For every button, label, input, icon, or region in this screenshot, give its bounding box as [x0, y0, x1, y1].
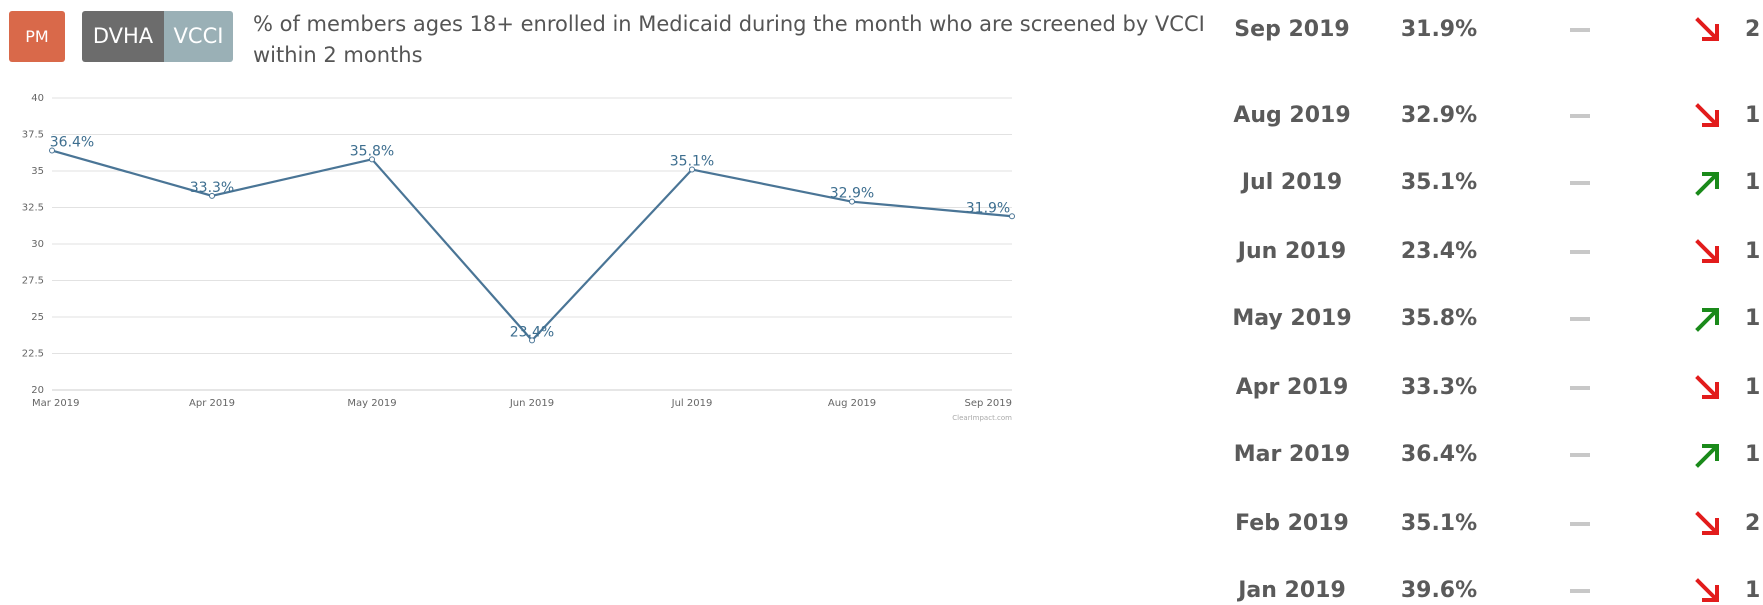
count: 2 — [1745, 511, 1760, 536]
period: Feb 2019 — [1235, 511, 1349, 536]
x-tick-label: May 2019 — [347, 398, 396, 409]
count: 1 — [1745, 578, 1760, 603]
dash — [1570, 453, 1590, 457]
x-tick-label: Jun 2019 — [509, 398, 554, 409]
x-tick-label: Apr 2019 — [189, 398, 235, 409]
x-tick-label: Jul 2019 — [671, 398, 713, 409]
point — [49, 147, 55, 154]
value: 35.1% — [1401, 511, 1477, 536]
value: 33.3% — [1401, 375, 1477, 400]
x-tick-label: Sep 2019 — [965, 398, 1012, 409]
trend-arrow — [1695, 103, 1719, 127]
trend-arrow — [1695, 511, 1719, 535]
y-tick-label: 35 — [31, 166, 44, 177]
y-tick-label: 20 — [31, 385, 44, 396]
value-label: 32.9% — [830, 186, 874, 202]
point — [369, 156, 375, 163]
point — [849, 198, 855, 205]
value-label: 36.4% — [50, 135, 94, 151]
dash — [1570, 250, 1590, 254]
value: 32.9% — [1401, 103, 1477, 128]
y-tick-label: 37.5 — [22, 130, 44, 141]
period: Jun 2019 — [1236, 239, 1346, 264]
count: 1 — [1745, 375, 1760, 400]
value-label: 23.4% — [510, 324, 554, 340]
value: 35.8% — [1401, 306, 1477, 331]
value-label: 35.1% — [670, 154, 714, 170]
count: 1 — [1745, 103, 1760, 128]
badge: PM — [9, 11, 65, 62]
dash — [1570, 522, 1590, 526]
trend-arrow — [1695, 375, 1719, 399]
period: Jul 2019 — [1240, 170, 1342, 195]
dash — [1570, 589, 1590, 593]
value: 35.1% — [1401, 170, 1477, 195]
value: 31.9% — [1401, 17, 1477, 42]
y-tick-label: 40 — [31, 93, 44, 104]
x-tick-label: Aug 2019 — [828, 398, 876, 409]
count: 1 — [1745, 306, 1760, 331]
y-tick-label: 30 — [31, 239, 44, 250]
title: % of members ages 18+ enrolled in Medica… — [253, 12, 1205, 67]
y-tick-label: 25 — [31, 312, 44, 323]
point — [529, 337, 535, 344]
value: 39.6% — [1401, 578, 1477, 603]
trend-arrow — [1695, 239, 1719, 263]
y-tick-label: 27.5 — [22, 276, 44, 287]
trend-arrow — [1695, 578, 1719, 602]
period: Sep 2019 — [1234, 17, 1349, 42]
value-label: 31.9% — [966, 200, 1010, 216]
y-tick-label: 32.5 — [22, 203, 44, 214]
dash — [1570, 28, 1590, 32]
value-label: 35.8% — [350, 143, 394, 159]
count: 2 — [1745, 17, 1760, 42]
trend-arrow — [1695, 308, 1719, 332]
y-tick-label: 22.5 — [22, 349, 44, 360]
tag: DVHA — [82, 11, 164, 62]
dash — [1570, 181, 1590, 185]
point — [1009, 213, 1015, 220]
dash — [1570, 317, 1590, 321]
value: 23.4% — [1401, 239, 1477, 264]
period: May 2019 — [1232, 306, 1351, 331]
period: Mar 2019 — [1234, 442, 1350, 467]
point — [209, 192, 215, 199]
count: 1 — [1745, 239, 1760, 264]
period: Jan 2019 — [1236, 578, 1346, 603]
tag: VCCI — [164, 11, 233, 62]
credit: ClearImpact.com — [952, 414, 1012, 422]
trend-arrow — [1695, 444, 1719, 468]
period: Apr 2019 — [1236, 375, 1349, 400]
value: 36.4% — [1401, 442, 1477, 467]
period: Aug 2019 — [1233, 103, 1350, 128]
trend-arrow — [1695, 17, 1719, 41]
dash — [1570, 386, 1590, 390]
x-tick-label: Mar 2019 — [32, 398, 80, 409]
count: 1 — [1745, 170, 1760, 195]
point — [689, 166, 695, 173]
dash — [1570, 114, 1590, 118]
trend-arrow — [1695, 172, 1719, 196]
count: 1 — [1745, 442, 1760, 467]
value-label: 33.3% — [190, 180, 234, 196]
